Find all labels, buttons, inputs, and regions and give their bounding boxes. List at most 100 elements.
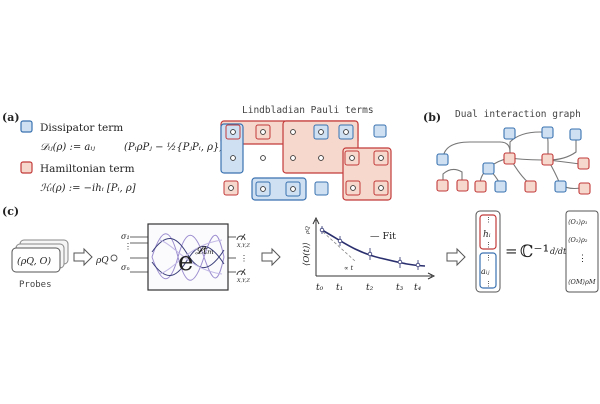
wave bbox=[151, 238, 225, 269]
meter-icon bbox=[236, 268, 246, 276]
observable-1: ⟨O₁⟩ρ₁ bbox=[568, 218, 587, 226]
data-point bbox=[415, 262, 421, 268]
grid-node bbox=[260, 186, 266, 192]
data-point bbox=[367, 251, 373, 257]
vector-dots: ⋮ bbox=[485, 241, 492, 249]
grid-node bbox=[230, 129, 236, 135]
panel-c-label: (c) bbox=[2, 205, 19, 218]
graph-node-hamiltonian bbox=[541, 153, 554, 166]
fit-curve bbox=[321, 229, 426, 267]
x-tick-label: t₂ bbox=[366, 283, 374, 293]
sigma-1-label: σ₁ bbox=[121, 232, 130, 241]
graph-node-dissipator bbox=[494, 180, 507, 193]
meter-basis-top: X,Y,Z bbox=[236, 243, 250, 249]
observable-m: ⟨OM⟩ρM bbox=[568, 278, 596, 286]
grid-node bbox=[290, 129, 296, 135]
graph-node-dissipator bbox=[554, 180, 567, 193]
grid-cell bbox=[345, 180, 361, 196]
wave bbox=[151, 233, 225, 281]
grid-node bbox=[378, 155, 384, 161]
graph-node-hamiltonian bbox=[436, 179, 449, 192]
grid-node bbox=[290, 155, 296, 161]
grid-node bbox=[318, 129, 324, 135]
meter-icon bbox=[236, 233, 246, 241]
panel-b: (b) Dual interaction graph bbox=[423, 109, 591, 195]
hamiltonian-coefficient: hᵢ bbox=[483, 230, 491, 240]
input-wires bbox=[130, 236, 148, 273]
parameter-vector: ⋮ hᵢ ⋮ ⋮ aᵢⱼ ⋮ bbox=[475, 210, 501, 293]
probes: (ρQ, O) Probes bbox=[11, 239, 69, 290]
y-axis-arrowhead bbox=[312, 216, 320, 225]
equals-sign: = bbox=[505, 242, 518, 260]
meter-basis-bottom: X,Y,Z bbox=[236, 278, 250, 284]
exponential-power: 𝓛tₘ bbox=[195, 244, 214, 257]
graph-node-hamiltonian bbox=[524, 180, 537, 193]
graph-node-hamiltonian bbox=[577, 157, 590, 170]
graph-node-dissipator bbox=[503, 127, 516, 140]
observables-dots: ⋮ bbox=[578, 254, 587, 264]
y-axis-label: ⟨O(t)⟩ bbox=[301, 242, 312, 266]
grid-cell bbox=[285, 181, 301, 197]
dual-graph-title: Dual interaction graph bbox=[455, 109, 581, 120]
measurement-meters bbox=[236, 233, 246, 276]
vector-dots: ⋮ bbox=[485, 216, 492, 224]
grid-node bbox=[318, 155, 324, 161]
hamiltonian-formula: ℋᵢ(ρ) := −ihᵢ [Pᵢ, ρ] bbox=[40, 183, 136, 194]
x-axis-arrowhead bbox=[427, 272, 436, 280]
hamiltonian-term-label: Hamiltonian term bbox=[40, 163, 135, 175]
hamiltonian-coeff-block bbox=[479, 214, 497, 250]
flow-arrow-1 bbox=[73, 247, 93, 267]
fit-legend: — Fit bbox=[370, 231, 396, 242]
graph-node-dissipator bbox=[436, 153, 449, 166]
grid-cell bbox=[373, 150, 389, 166]
expectation-plot: ⟨O(t)⟩ ρQ — Fit ∝ t t₀ t₁ t₂ t₃ bbox=[301, 216, 436, 293]
graph-edge bbox=[442, 168, 463, 184]
graph-node-hamiltonian bbox=[503, 152, 516, 165]
x-tick-label: t₄ bbox=[414, 283, 422, 293]
wave bbox=[159, 239, 223, 275]
dissipator-swatch bbox=[20, 120, 33, 133]
data-point bbox=[337, 238, 343, 244]
dissipator-formula-rhs: (PᵢρPⱼ − ½{PⱼPᵢ, ρ}) bbox=[124, 142, 223, 153]
grid-node bbox=[343, 129, 349, 135]
x-tick-label: t₁ bbox=[336, 283, 343, 293]
probe-pair: (ρQ, O) bbox=[17, 256, 51, 267]
slope-label: ∝ t bbox=[344, 264, 353, 272]
grid-cell bbox=[225, 124, 241, 140]
output-wires bbox=[228, 236, 236, 273]
dissipator-coeff-block bbox=[479, 252, 497, 289]
sigma-dots: ⋮ bbox=[124, 242, 132, 251]
grid-node bbox=[378, 185, 384, 191]
grid-cell bbox=[373, 124, 387, 138]
grid-node bbox=[260, 129, 266, 135]
data-point bbox=[319, 227, 325, 233]
vector-dots: ⋮ bbox=[485, 280, 492, 288]
exponential-e: e bbox=[178, 247, 193, 277]
wave bbox=[151, 245, 225, 276]
sigma-n-label: σₙ bbox=[121, 263, 130, 272]
wave bbox=[159, 239, 223, 275]
inverse-matrix-symbol: ℂ⁻¹ bbox=[520, 242, 549, 262]
grid-cell bbox=[344, 150, 360, 166]
graph-nodes bbox=[436, 126, 591, 195]
grid-node bbox=[350, 185, 356, 191]
observables-bracket bbox=[565, 210, 599, 293]
graph-node-hamiltonian bbox=[474, 180, 487, 193]
observables-vector: ⟨O₁⟩ρ₁ ⟨O₂⟩ρ₂ ⋮ ⟨OM⟩ρM bbox=[565, 210, 599, 293]
qubit-circle bbox=[110, 254, 118, 262]
graph-node-dissipator bbox=[569, 128, 582, 141]
grid-cell bbox=[255, 181, 271, 197]
y-axis-subscript: ρQ bbox=[305, 226, 311, 235]
slope-guide bbox=[322, 231, 356, 262]
dissipator-term-label: Dissipator term bbox=[40, 122, 123, 134]
meter-dots: ⋮ bbox=[240, 254, 248, 263]
lindbladian-grid-title: Lindbladian Pauli terms bbox=[242, 105, 374, 116]
wave bbox=[151, 235, 225, 279]
x-tick-label: t₀ bbox=[316, 283, 324, 293]
grid-node bbox=[349, 155, 355, 161]
dissipator-formula-lhs: 𝒟ᵢⱼ(ρ) := aᵢⱼ bbox=[40, 142, 95, 153]
panel-c: (c) (ρQ, O) Probes ρQ σ₁ ⋮ σₙ bbox=[2, 205, 599, 293]
graph-node-dissipator bbox=[482, 162, 495, 175]
